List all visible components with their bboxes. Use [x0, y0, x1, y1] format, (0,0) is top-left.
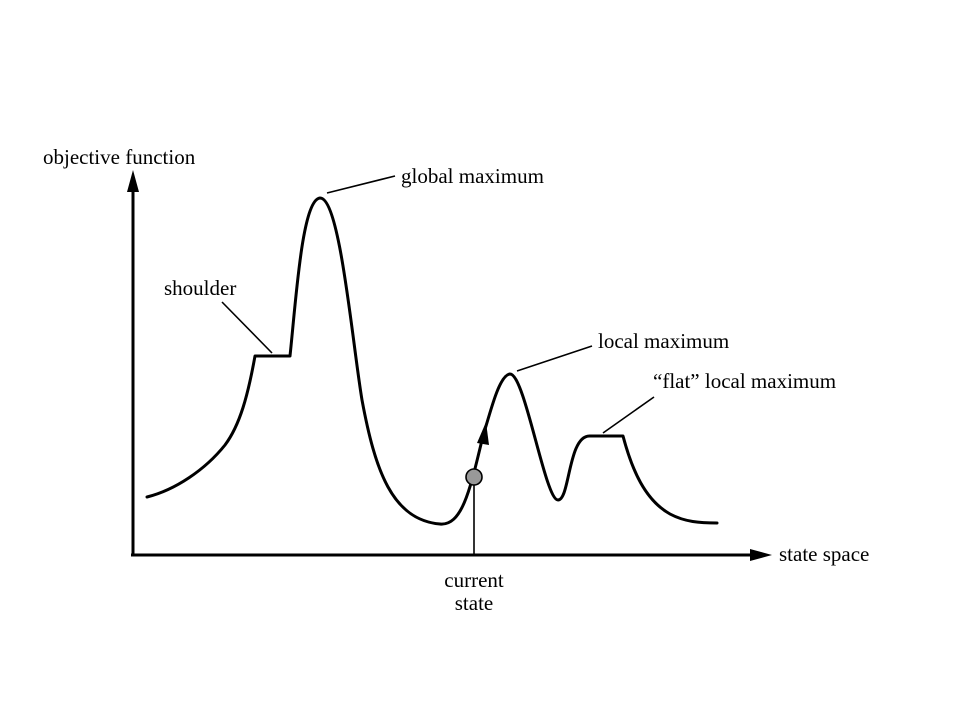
- global-maximum-leader: [326, 175, 396, 194]
- uphill-arrowhead: [477, 422, 489, 445]
- flat-local-maximum-leader: [602, 396, 655, 434]
- shoulder-label: shoulder: [164, 276, 236, 300]
- y-axis-label: objective function: [43, 145, 196, 169]
- local-maximum-leader: [516, 345, 593, 372]
- global-maximum-label: global maximum: [401, 164, 544, 188]
- current-state-label-line2: state: [455, 591, 493, 615]
- objective-landscape-curve: [145, 196, 719, 526]
- current-state-marker: [465, 468, 483, 486]
- local-maximum-label: local maximum: [598, 329, 729, 353]
- x-axis-label: state space: [779, 542, 869, 566]
- x-axis-arrowhead: [750, 549, 772, 561]
- flat-local-maximum-label: “flat” local maximum: [653, 369, 836, 393]
- current-state-label-line1: current: [444, 568, 504, 592]
- shoulder-leader: [221, 301, 273, 354]
- y-axis-arrowhead: [127, 170, 139, 192]
